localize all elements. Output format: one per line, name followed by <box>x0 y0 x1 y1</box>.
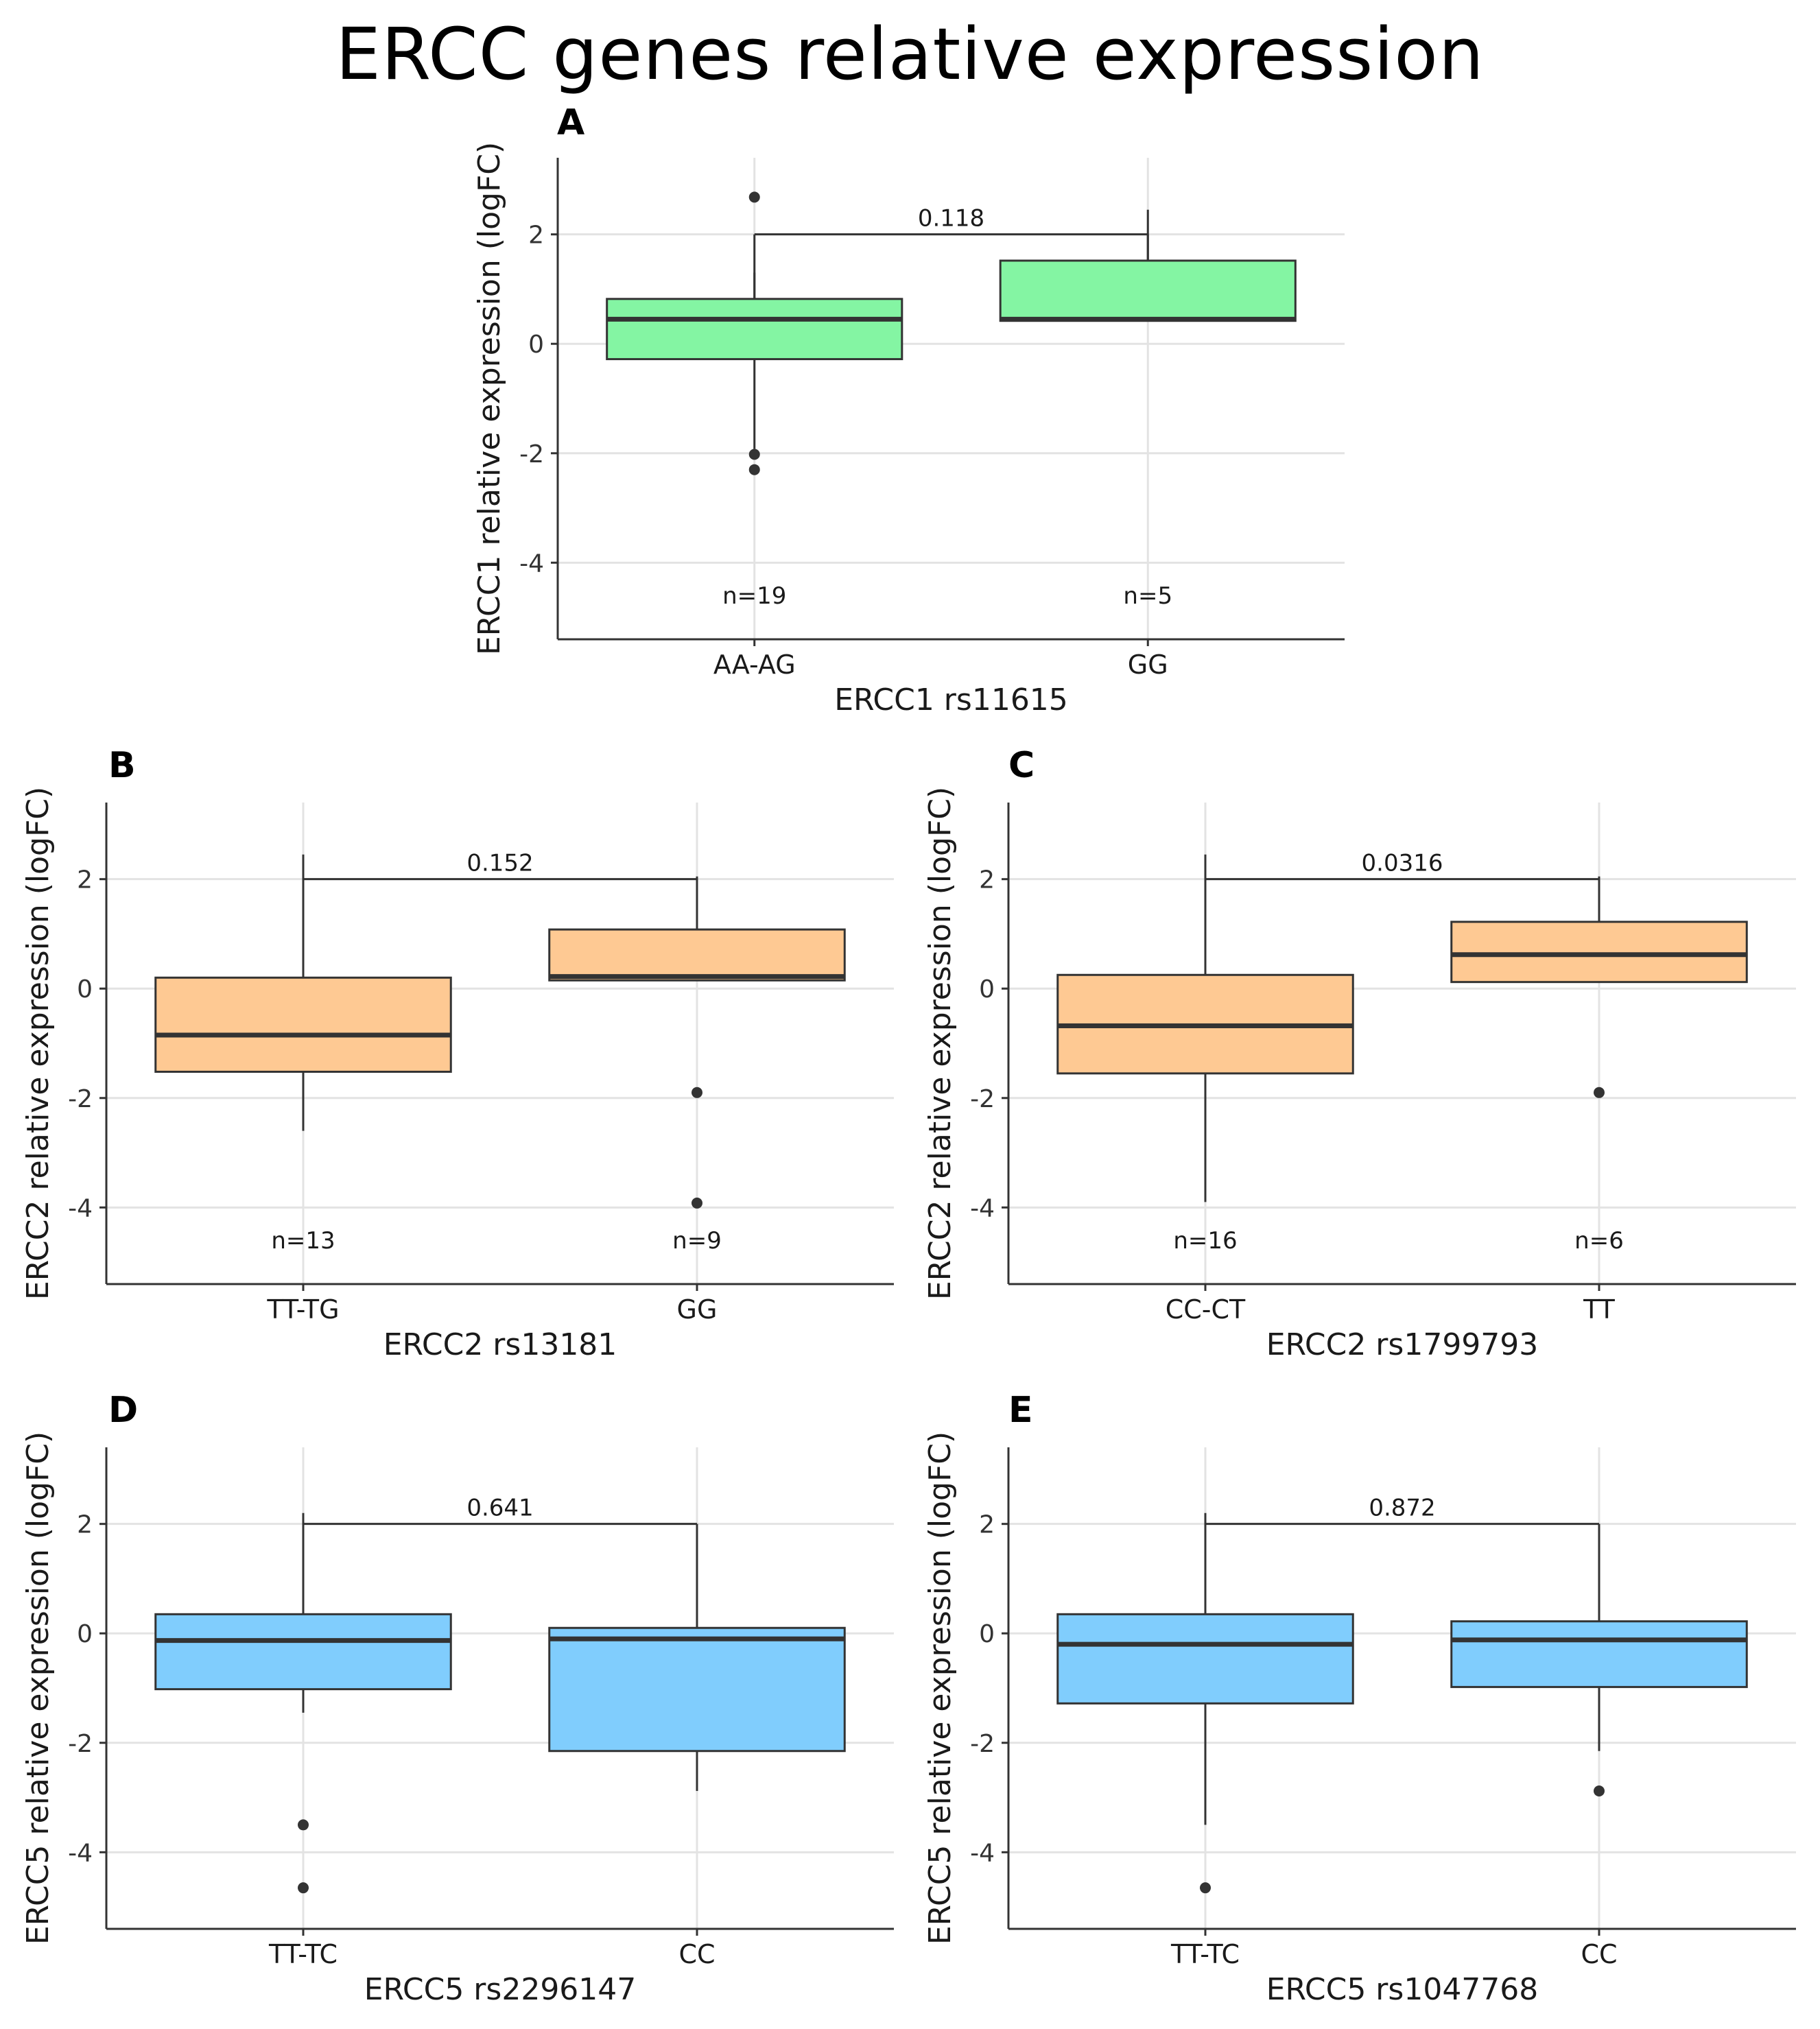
panel-label: E <box>1008 1390 1033 1431</box>
y-tick-label: 0 <box>77 1620 93 1648</box>
x-axis-title: ERCC1 rs11615 <box>834 683 1068 717</box>
outlier-point <box>298 1819 309 1831</box>
panel-b: n=13 TT-TG n=9 GG 0.152 2 0 -2 -4 ERCC2 rs13181 ER… <box>21 745 894 1362</box>
y-tick-label: 0 <box>979 975 995 1004</box>
panel-label: D <box>108 1390 138 1431</box>
n-label: n=16 <box>1173 1227 1237 1255</box>
y-tick-label: -4 <box>68 1839 93 1867</box>
y-axis-title: ERCC2 relative expression (logFC) <box>923 787 958 1300</box>
box-cc <box>548 1626 846 1753</box>
y-tick-label: 0 <box>979 1620 995 1648</box>
outlier-point <box>748 191 760 203</box>
x-axis-title: ERCC2 rs1799793 <box>1266 1327 1539 1362</box>
panel-a: n=19 AA-AG n=5 GG 0.118 2 0 -2 -4 ERCC1 rs11615 ER… <box>472 102 1345 717</box>
x-tick-label: CC <box>1581 1939 1617 1969</box>
x-tick-label: CC-CT <box>1166 1294 1246 1325</box>
box-tt-tg <box>154 976 452 1073</box>
y-tick-label: 2 <box>77 1511 93 1539</box>
x-tick-label: TT <box>1583 1294 1616 1325</box>
y-tick-label: -4 <box>519 549 544 578</box>
p-value-label: 0.118 <box>918 205 984 233</box>
box-aa-ag <box>606 298 903 361</box>
box-gg <box>999 259 1297 322</box>
y-axis-title: ERCC1 relative expression (logFC) <box>472 142 507 655</box>
panel-label: A <box>557 102 584 143</box>
x-tick-label: CC <box>678 1939 715 1969</box>
box-tt-tc <box>1056 1613 1354 1705</box>
box-tt <box>1450 921 1748 984</box>
outlier-point <box>298 1882 309 1894</box>
outlier-point <box>1594 1785 1605 1796</box>
figure-title: ERCC genes relative expression <box>335 12 1485 96</box>
y-tick-label: 0 <box>77 975 93 1004</box>
y-axis-title: ERCC2 relative expression (logFC) <box>21 787 56 1300</box>
n-label: n=6 <box>1574 1227 1624 1255</box>
n-label: n=19 <box>722 582 786 610</box>
p-value-label: 0.152 <box>466 850 533 877</box>
panel-label: C <box>1008 745 1035 786</box>
outlier-point <box>692 1197 702 1209</box>
y-tick-label: 2 <box>979 1511 995 1539</box>
y-axis-title: ERCC5 relative expression (logFC) <box>21 1432 56 1945</box>
y-axis-title: ERCC5 relative expression (logFC) <box>923 1432 958 1945</box>
p-value-label: 0.0316 <box>1362 850 1443 877</box>
y-tick-label: 2 <box>77 866 93 894</box>
outlier-point <box>1594 1087 1605 1098</box>
x-axis-title: ERCC5 rs1047768 <box>1266 1972 1539 2007</box>
panel-d: TT-TC CC 0.641 2 0 -2 -4 ERCC5 rs2296147 ERCC5 r… <box>21 1390 894 2007</box>
y-tick-label: -4 <box>68 1194 93 1222</box>
outlier-point <box>692 1087 702 1098</box>
x-axis-title: ERCC5 rs2296147 <box>364 1972 637 2007</box>
box-tt-tc <box>154 1613 452 1691</box>
box-cc <box>1450 1620 1748 1688</box>
panel-c: n=16 CC-CT n=6 TT 0.0316 2 0 -2 -4 ERCC2 rs179979… <box>923 745 1796 1362</box>
panel-e: TT-TC CC 0.872 2 0 -2 -4 ERCC5 rs1047768 ERCC5 r… <box>923 1390 1796 2007</box>
y-tick-label: 0 <box>528 331 544 359</box>
x-tick-label: TT-TC <box>1170 1939 1240 1969</box>
n-label: n=13 <box>271 1227 335 1255</box>
y-tick-label: -2 <box>68 1085 93 1113</box>
y-tick-label: -2 <box>68 1730 93 1758</box>
outlier-point <box>1200 1882 1211 1894</box>
y-tick-label: -4 <box>970 1839 995 1867</box>
x-tick-label: TT-TG <box>266 1294 339 1325</box>
y-tick-label: -2 <box>519 440 544 468</box>
x-tick-label: AA-AG <box>713 650 796 680</box>
x-tick-label: GG <box>1128 650 1168 680</box>
x-tick-label: TT-TC <box>268 1939 338 1969</box>
n-label: n=9 <box>672 1227 722 1255</box>
y-tick-label: 2 <box>979 866 995 894</box>
p-value-label: 0.641 <box>466 1495 533 1522</box>
y-tick-label: -2 <box>970 1730 995 1758</box>
x-axis-title: ERCC2 rs13181 <box>383 1327 617 1362</box>
y-tick-label: -2 <box>970 1085 995 1113</box>
p-value-label: 0.872 <box>1369 1495 1435 1522</box>
x-tick-label: GG <box>677 1294 718 1325</box>
y-tick-label: -4 <box>970 1194 995 1222</box>
outlier-point <box>748 464 760 475</box>
n-label: n=5 <box>1123 582 1172 610</box>
panel-label: B <box>108 745 136 786</box>
y-tick-label: 2 <box>528 222 544 250</box>
outlier-point <box>748 449 760 460</box>
box-gg <box>548 928 846 982</box>
